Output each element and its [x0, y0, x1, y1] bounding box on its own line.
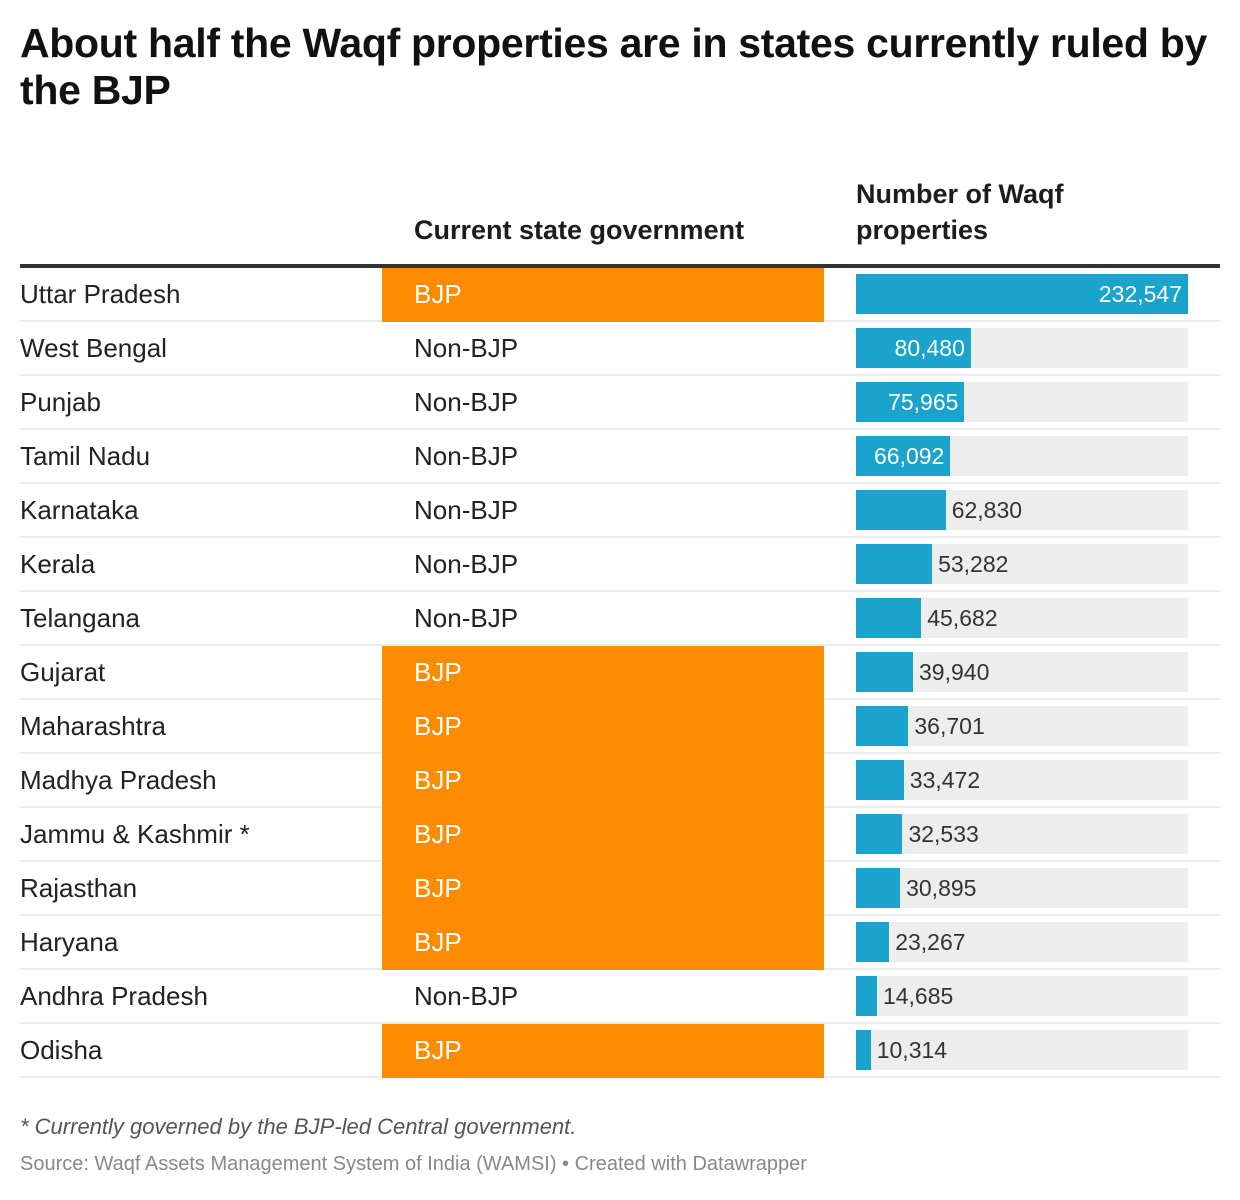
- table-row: Maharashtra BJP 36,701: [20, 700, 1220, 754]
- bar-track: 45,682: [856, 598, 1188, 638]
- bar: [856, 760, 904, 800]
- column-header-properties: Number of Waqf properties: [856, 179, 1064, 245]
- value-label: 36,701: [914, 713, 985, 739]
- table-row: Karnataka Non-BJP 62,830: [20, 484, 1220, 538]
- government-cell: BJP: [382, 916, 824, 970]
- bar-track: 30,895: [856, 868, 1188, 908]
- chart-title: About half the Waqf properties are in st…: [20, 20, 1208, 113]
- bar: [856, 922, 890, 962]
- state-name: Karnataka: [20, 495, 139, 525]
- government-cell: Non-BJP: [414, 603, 519, 633]
- bar: [856, 652, 914, 692]
- value-label: 232,547: [1098, 281, 1182, 307]
- bar: [856, 868, 901, 908]
- state-name: Punjab: [20, 387, 101, 417]
- table-body: Uttar Pradesh BJP 232,547 West Bengal Non-BJ…: [20, 268, 1220, 1078]
- table-row: Tamil Nadu Non-BJP 66,092: [20, 430, 1220, 484]
- bar: [856, 706, 909, 746]
- bar-track: 32,533: [856, 814, 1188, 854]
- table-row: Odisha BJP 10,314: [20, 1024, 1220, 1078]
- bar: [856, 544, 933, 584]
- bar-track: 39,940: [856, 652, 1188, 692]
- table-row: Madhya Pradesh BJP 33,472: [20, 754, 1220, 808]
- value-label: 23,267: [895, 929, 966, 955]
- table-row: Haryana BJP 23,267: [20, 916, 1220, 970]
- value-label: 14,685: [882, 983, 954, 1009]
- source-line: Source: Waqf Assets Management System of…: [20, 1153, 807, 1175]
- value-label: 62,830: [951, 497, 1023, 523]
- header-rule: [20, 264, 1220, 268]
- state-name: Rajasthan: [20, 873, 138, 903]
- government-cell: Non-BJP: [414, 387, 519, 417]
- value-label: 10,314: [876, 1037, 948, 1063]
- government-cell: BJP: [382, 808, 824, 862]
- bar-track: 232,547: [856, 274, 1188, 314]
- state-name: Tamil Nadu: [20, 441, 151, 471]
- bar: [856, 328, 971, 368]
- table-row: Gujarat BJP 39,940: [20, 646, 1220, 700]
- table-row: Telangana Non-BJP 45,682: [20, 592, 1220, 646]
- bar-track: 53,282: [856, 544, 1188, 584]
- bar-track: 36,701: [856, 706, 1188, 746]
- value-label: 53,282: [938, 551, 1009, 577]
- value-label: 33,472: [909, 767, 981, 793]
- bar-track: 75,965: [856, 382, 1188, 422]
- bar-track: 23,267: [856, 922, 1188, 962]
- state-name: Andhra Pradesh: [20, 981, 208, 1011]
- government-cell: BJP: [382, 1024, 824, 1078]
- bar-track: 66,092: [856, 436, 1188, 476]
- bar: [856, 598, 922, 638]
- column-header-government: Current state government: [414, 215, 745, 245]
- value-label: 32,533: [908, 821, 979, 847]
- state-name: West Bengal: [20, 333, 167, 363]
- table-row: Punjab Non-BJP 75,965: [20, 376, 1220, 430]
- government-cell: BJP: [382, 268, 824, 322]
- bar: [856, 436, 951, 476]
- table-row: Kerala Non-BJP 53,282: [20, 538, 1220, 592]
- value-label: 80,480: [894, 335, 965, 361]
- government-cell: BJP: [382, 862, 824, 916]
- bar: [856, 382, 965, 422]
- state-name: Maharashtra: [20, 711, 166, 741]
- value-label: 39,940: [919, 659, 990, 685]
- bar: [856, 814, 903, 854]
- government-cell: BJP: [382, 700, 824, 754]
- bar-track: 80,480: [856, 328, 1188, 368]
- government-cell: BJP: [382, 646, 824, 700]
- bar-track: 33,472: [856, 760, 1188, 800]
- table-row: Andhra Pradesh Non-BJP 14,685: [20, 970, 1220, 1024]
- government-cell: Non-BJP: [414, 495, 519, 525]
- bar: [856, 976, 877, 1016]
- bar: [856, 274, 1188, 314]
- table-row: Rajasthan BJP 30,895: [20, 862, 1220, 916]
- bar: [856, 490, 946, 530]
- government-cell: Non-BJP: [414, 981, 519, 1011]
- state-name: Jammu & Kashmir *: [20, 819, 250, 849]
- government-cell: Non-BJP: [414, 549, 519, 579]
- bar-track: 14,685: [856, 976, 1188, 1016]
- table-row: Jammu & Kashmir * BJP 32,533: [20, 808, 1220, 862]
- state-name: Madhya Pradesh: [20, 765, 217, 795]
- bar-track: 62,830: [856, 490, 1188, 530]
- value-label: 45,682: [927, 605, 998, 631]
- value-label: 66,092: [873, 443, 945, 469]
- table-row: West Bengal Non-BJP 80,480: [20, 322, 1220, 376]
- bar: [856, 1030, 871, 1070]
- footnote: * Currently governed by the BJP-led Cent…: [20, 1114, 577, 1139]
- table-row: Uttar Pradesh BJP 232,547: [20, 268, 1220, 322]
- state-name: Uttar Pradesh: [20, 279, 181, 309]
- state-name: Odisha: [20, 1035, 103, 1065]
- government-cell: BJP: [382, 754, 824, 808]
- bar-track: 10,314: [856, 1030, 1188, 1070]
- value-label: 30,895: [906, 875, 977, 901]
- value-label: 75,965: [888, 389, 959, 415]
- government-cell: Non-BJP: [414, 441, 519, 471]
- state-name: Telangana: [20, 603, 140, 633]
- government-cell: Non-BJP: [414, 333, 519, 363]
- state-name: Haryana: [20, 927, 119, 957]
- state-name: Kerala: [20, 549, 96, 579]
- state-name: Gujarat: [20, 657, 106, 687]
